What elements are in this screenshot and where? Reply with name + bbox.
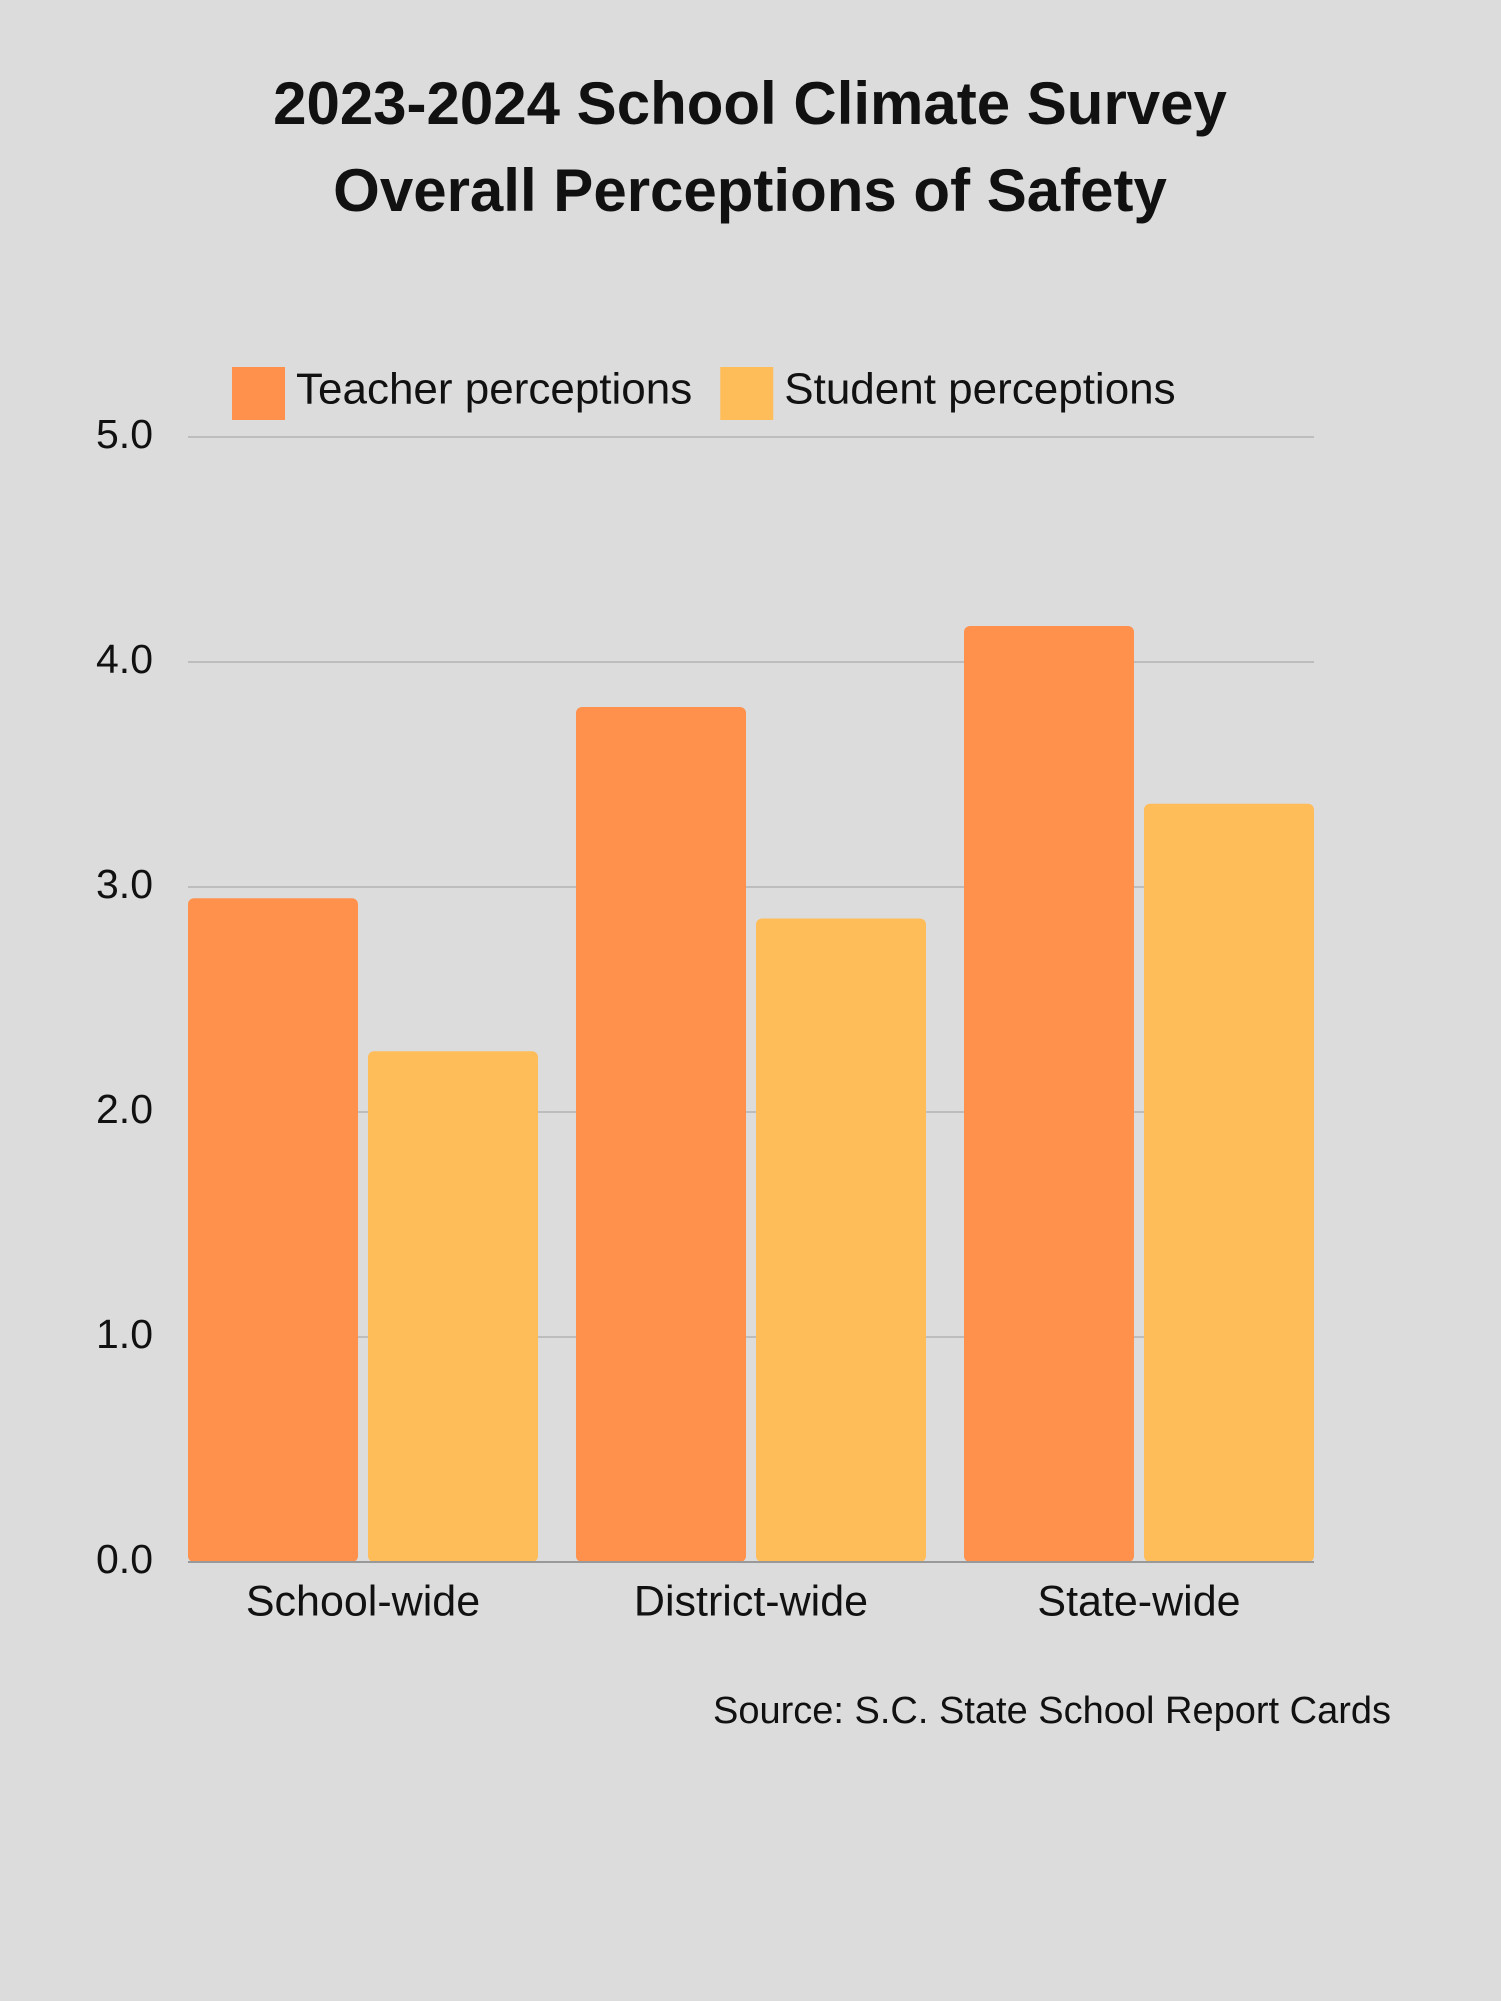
legend-swatch (232, 367, 285, 420)
bar (756, 918, 926, 1562)
y-tick-label: 0.0 (96, 1536, 153, 1582)
bar (964, 626, 1134, 1562)
bar (576, 707, 746, 1562)
legend-swatch (720, 367, 774, 420)
y-tick-label: 3.0 (96, 861, 153, 907)
y-tick-label: 1.0 (96, 1311, 153, 1357)
bar (1144, 803, 1314, 1562)
chart-subtitle: Overall Perceptions of Safety (333, 157, 1167, 224)
bar (188, 898, 358, 1562)
y-tick-label: 2.0 (96, 1086, 153, 1132)
legend-label: Student perceptions (784, 365, 1175, 414)
x-tick-label: State-wide (1037, 1577, 1240, 1625)
y-tick-label: 5.0 (96, 411, 153, 457)
chart-title: 2023-2024 School Climate Survey (273, 70, 1227, 137)
bar (368, 1051, 538, 1562)
y-tick-label: 4.0 (96, 636, 153, 682)
x-tick-label: District-wide (634, 1577, 868, 1625)
x-tick-label: School-wide (246, 1577, 480, 1625)
legend-label: Teacher perceptions (296, 365, 692, 414)
source-note: Source: S.C. State School Report Cards (713, 1690, 1391, 1732)
